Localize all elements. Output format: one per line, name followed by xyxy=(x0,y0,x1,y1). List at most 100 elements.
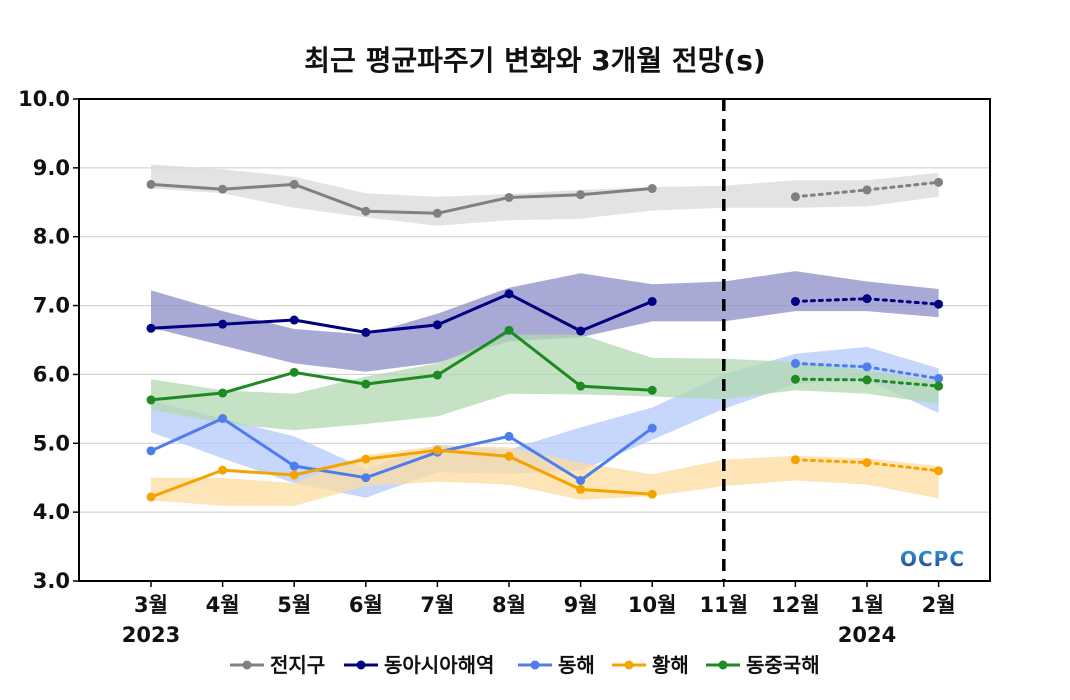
data-point xyxy=(361,327,371,337)
legend-label: 동중국해 xyxy=(746,653,820,677)
series-line-2-observed xyxy=(149,417,654,482)
data-point xyxy=(934,466,944,476)
data-point xyxy=(504,325,514,335)
data-point xyxy=(361,206,371,216)
x-tick-label: 3월 xyxy=(134,593,168,617)
data-point xyxy=(432,370,442,380)
data-point xyxy=(790,296,800,306)
data-point xyxy=(146,395,156,405)
year-label: 2024 xyxy=(838,623,896,647)
y-tick-label: 7.0 xyxy=(33,294,70,318)
data-point xyxy=(647,296,657,306)
x-axis-ticks: 3월 4월 5월 6월 7월 8월 9월 10월 11월 12월 1월 2월 xyxy=(134,581,956,617)
legend-swatch-marker xyxy=(530,660,540,670)
data-point xyxy=(862,185,872,195)
data-point xyxy=(289,179,299,189)
data-point xyxy=(790,192,800,202)
data-point xyxy=(289,367,299,377)
legend-label: 전지구 xyxy=(270,653,325,677)
x-tick-label: 10월 xyxy=(628,593,677,617)
x-tick-label: 11월 xyxy=(700,593,749,617)
data-point xyxy=(576,326,586,336)
data-point xyxy=(504,431,514,441)
ocpc-logo: OCPC xyxy=(900,547,965,571)
y-tick-label: 3.0 xyxy=(33,569,70,593)
data-point xyxy=(504,451,514,461)
data-point xyxy=(504,192,514,202)
chart-title: 최근 평균파주기 변화와 3개월 전망(s) xyxy=(304,44,765,77)
band-1 xyxy=(151,271,939,372)
legend-label: 동해 xyxy=(558,653,595,677)
x-tick-label: 1월 xyxy=(850,593,884,617)
data-point xyxy=(146,492,156,502)
data-point xyxy=(432,445,442,455)
data-point xyxy=(432,208,442,218)
legend-swatch-marker xyxy=(624,660,634,670)
data-point xyxy=(862,458,872,468)
x-tick-label: 9월 xyxy=(564,593,598,617)
y-tick-label: 4.0 xyxy=(33,500,70,524)
y-tick-label: 5.0 xyxy=(33,431,70,455)
data-point xyxy=(576,484,586,494)
legend-swatch-marker xyxy=(242,660,252,670)
data-point xyxy=(934,177,944,187)
data-point xyxy=(647,489,657,499)
series-lines xyxy=(149,180,941,499)
data-point xyxy=(289,470,299,480)
data-point xyxy=(790,455,800,465)
legend-swatch-marker xyxy=(718,660,728,670)
data-point xyxy=(576,475,586,485)
y-axis-ticks: 3.0 4.0 5.0 6.0 7.0 8.0 9.0 10.0 xyxy=(18,87,79,593)
x-tick-label: 8월 xyxy=(492,593,526,617)
data-point xyxy=(218,388,228,398)
x-tick-label: 4월 xyxy=(206,593,240,617)
data-point xyxy=(361,379,371,389)
uncertainty-bands xyxy=(151,164,939,506)
data-point xyxy=(504,289,514,299)
data-point xyxy=(218,465,228,475)
x-tick-label: 7월 xyxy=(420,593,454,617)
data-point xyxy=(790,374,800,384)
data-point xyxy=(576,190,586,200)
logo-text: OCPC xyxy=(900,547,965,571)
band-3 xyxy=(151,446,939,506)
data-point xyxy=(862,362,872,372)
data-point xyxy=(647,184,657,194)
plot-frame xyxy=(78,98,991,582)
series-line-0-observed xyxy=(149,182,654,215)
y-tick-label: 8.0 xyxy=(33,225,70,249)
series-line-1-observed xyxy=(149,292,654,334)
data-point xyxy=(361,473,371,483)
data-point xyxy=(934,381,944,391)
legend-label: 황해 xyxy=(652,653,689,677)
x-tick-label: 5월 xyxy=(277,593,311,617)
data-point xyxy=(218,184,228,194)
series-line-4-observed xyxy=(149,328,654,402)
data-point xyxy=(862,375,872,385)
data-point xyxy=(146,446,156,456)
y-tick-label: 10.0 xyxy=(18,87,70,111)
data-point xyxy=(790,358,800,368)
data-point xyxy=(218,413,228,423)
data-point xyxy=(361,454,371,464)
legend-swatch-marker xyxy=(356,660,366,670)
data-point xyxy=(647,385,657,395)
data-point xyxy=(862,294,872,304)
year-labels: 2023 2024 xyxy=(122,623,896,647)
x-tick-label: 12월 xyxy=(771,593,820,617)
data-point xyxy=(146,323,156,333)
data-point xyxy=(934,299,944,309)
data-point xyxy=(218,319,228,329)
x-tick-label: 2월 xyxy=(922,593,956,617)
year-label: 2023 xyxy=(122,623,180,647)
data-point xyxy=(576,381,586,391)
series-points xyxy=(146,177,944,502)
data-point xyxy=(289,461,299,471)
y-tick-label: 9.0 xyxy=(33,156,70,180)
legend: 전지구 동아시아해역 동해 황해 동중국해 xyxy=(230,653,820,677)
data-point xyxy=(289,315,299,325)
x-tick-label: 6월 xyxy=(349,593,383,617)
series-line-3-observed xyxy=(149,448,654,499)
band-4 xyxy=(151,334,939,431)
